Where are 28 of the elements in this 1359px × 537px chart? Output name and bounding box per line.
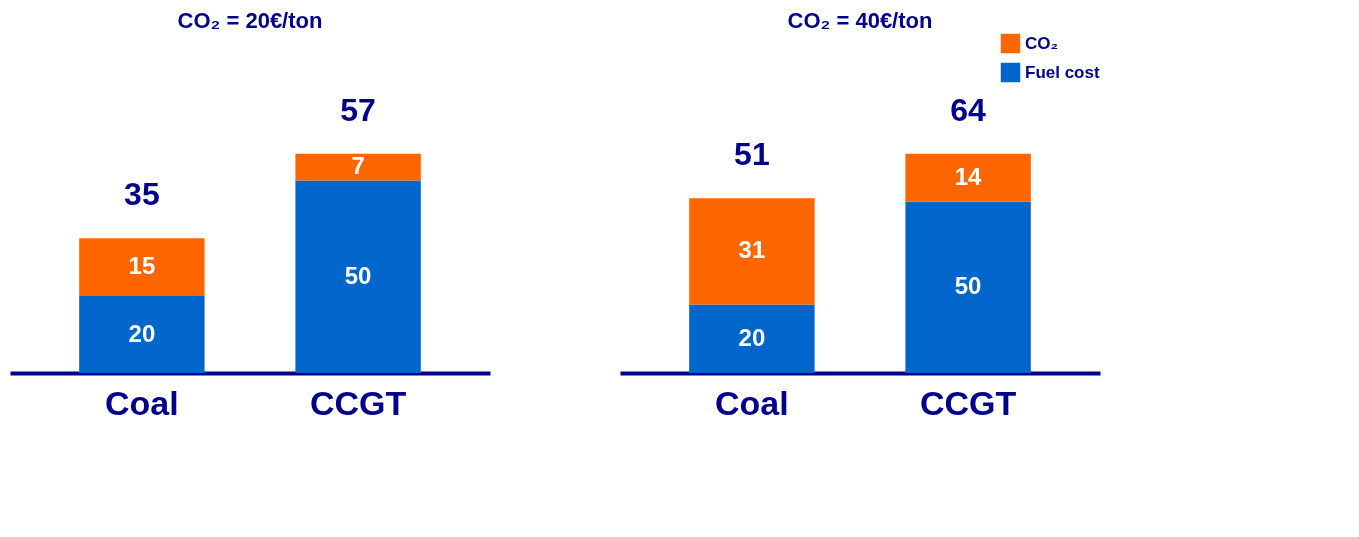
total-label: 57 xyxy=(340,91,376,128)
data-label: 20 xyxy=(738,323,766,351)
x-tick-label: CCGT xyxy=(919,383,1017,422)
bar xyxy=(905,153,1031,202)
legend-label: CO₂ xyxy=(1025,33,1059,53)
bar xyxy=(689,198,815,305)
bar xyxy=(79,296,205,373)
x-tick-label: Coal xyxy=(715,383,789,422)
legend-label: Fuel cost xyxy=(1025,62,1100,82)
data-label: 20 xyxy=(128,319,156,347)
total-label: 51 xyxy=(734,136,770,173)
chart-title: CO₂ = 40€/ton xyxy=(787,8,933,33)
x-tick-label: CCGT xyxy=(309,383,407,422)
total-label: 64 xyxy=(950,91,987,128)
chart-title: CO₂ = 20€/ton xyxy=(177,8,323,33)
data-label: 31 xyxy=(738,236,766,264)
x-tick-label: Coal xyxy=(105,383,179,422)
data-label: 50 xyxy=(954,272,982,300)
data-label: 50 xyxy=(344,261,372,289)
bar xyxy=(295,180,421,373)
data-label: 14 xyxy=(954,162,983,190)
bar xyxy=(79,238,205,297)
bar xyxy=(905,201,1031,373)
data-label: 7 xyxy=(351,152,365,180)
bar xyxy=(689,304,815,373)
data-label: 15 xyxy=(128,252,156,280)
bar xyxy=(295,153,421,181)
total-label: 35 xyxy=(124,176,160,213)
